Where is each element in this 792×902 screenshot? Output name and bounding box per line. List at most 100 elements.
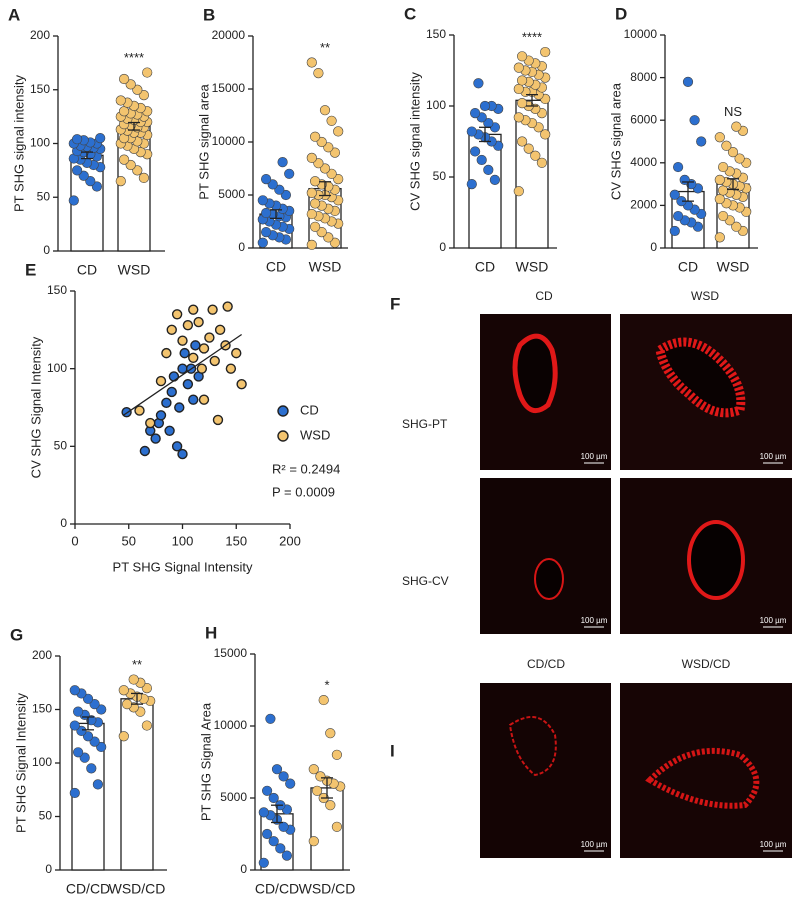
data-point	[86, 715, 97, 726]
data-point	[734, 153, 745, 164]
data-point	[714, 174, 725, 185]
data-point	[523, 143, 534, 154]
data-point	[483, 164, 494, 175]
data-point	[278, 771, 289, 782]
y-tick-label: 50	[37, 189, 51, 203]
data-point	[171, 309, 183, 320]
vessel	[654, 337, 746, 418]
data-point	[188, 352, 199, 363]
scale-label: 100 µm	[581, 840, 608, 849]
data-point	[310, 221, 321, 232]
data-point	[125, 159, 136, 171]
column-header: WSD	[691, 289, 719, 303]
column-header: WSD/CD	[682, 657, 731, 671]
y-tick-label: 200	[32, 648, 52, 662]
data-point	[473, 78, 484, 89]
data-point	[79, 752, 90, 763]
y-tick-label: 10000	[212, 134, 246, 148]
data-point	[139, 445, 151, 457]
data-point	[271, 764, 283, 775]
data-point	[306, 57, 317, 68]
x-tick-label: CD/CD	[255, 881, 299, 897]
x-tick-label: CD	[475, 259, 495, 275]
y-tick-label: 0	[650, 240, 657, 254]
data-point	[96, 704, 107, 715]
data-point	[198, 394, 210, 405]
data-point	[69, 720, 80, 731]
y-tick-label: 5000	[220, 790, 247, 804]
data-point	[222, 301, 233, 312]
x-tick-label: CD/CD	[66, 881, 110, 897]
panel-i: I CD/CD WSD/CD 100 µm 100 µm	[390, 657, 792, 858]
x-tick-label: WSD	[309, 259, 342, 275]
data-point	[306, 239, 317, 250]
trendline	[123, 333, 242, 416]
data-point	[182, 379, 194, 390]
data-point	[333, 126, 344, 137]
data-point	[92, 779, 103, 790]
data-point	[258, 807, 269, 818]
data-point	[225, 363, 237, 374]
y-tick-label: 6000	[630, 112, 657, 126]
data-point	[141, 682, 152, 694]
data-point	[214, 324, 226, 336]
data-point	[188, 304, 199, 315]
data-point	[268, 792, 279, 804]
x-tick-label: 200	[279, 533, 301, 548]
data-point	[316, 136, 327, 148]
data-point	[717, 210, 729, 222]
data-point	[164, 425, 175, 436]
y-tick-label: 0	[60, 516, 67, 530]
data-point	[115, 95, 126, 106]
data-point	[69, 685, 80, 696]
y-tick-label: 0	[240, 862, 247, 876]
data-point	[325, 800, 336, 811]
data-point	[118, 73, 130, 85]
data-point	[696, 136, 707, 147]
data-point	[128, 674, 139, 685]
annotation: R² = 0.2494	[272, 461, 340, 476]
panel-letter: C	[404, 4, 416, 23]
data-point	[274, 184, 285, 195]
significance: **	[320, 40, 330, 55]
y-tick-label: 50	[39, 809, 53, 823]
data-point	[323, 232, 334, 243]
panel-letter: I	[390, 741, 395, 760]
scale-label: 100 µm	[581, 616, 608, 625]
vessel	[687, 520, 745, 600]
data-point	[731, 221, 742, 232]
data-point	[91, 181, 102, 192]
data-point	[315, 771, 326, 782]
data-point	[516, 51, 528, 62]
data-point	[540, 46, 551, 58]
y-tick-label: 8000	[630, 70, 657, 84]
x-tick-label: 0	[71, 533, 78, 548]
y-tick-label: 150	[30, 82, 50, 96]
x-tick-label: CD	[266, 259, 286, 275]
data-point	[258, 857, 269, 868]
y-axis-label: PT SHG signal area	[196, 84, 211, 200]
data-point	[125, 79, 136, 90]
data-point	[166, 386, 177, 398]
data-point	[182, 319, 194, 331]
x-tick-label: WSD/CD	[299, 881, 356, 897]
data-point	[470, 107, 481, 119]
y-tick-label: 150	[32, 702, 52, 716]
y-tick-label: 150	[426, 27, 446, 41]
panel-letter: A	[8, 5, 20, 24]
data-point	[257, 195, 268, 206]
x-tick-label: WSD	[516, 259, 549, 275]
y-tick-label: 0	[439, 240, 446, 254]
micrograph	[620, 683, 792, 858]
data-point	[326, 115, 337, 126]
data-point	[179, 347, 190, 359]
data-point	[308, 836, 319, 847]
panel-letter: B	[203, 5, 215, 24]
data-point	[513, 62, 524, 73]
data-point	[72, 706, 84, 717]
data-point	[155, 410, 167, 421]
y-tick-label: 100	[30, 136, 50, 150]
data-point	[177, 363, 188, 374]
data-point	[198, 343, 210, 354]
scale-label: 100 µm	[760, 840, 787, 849]
